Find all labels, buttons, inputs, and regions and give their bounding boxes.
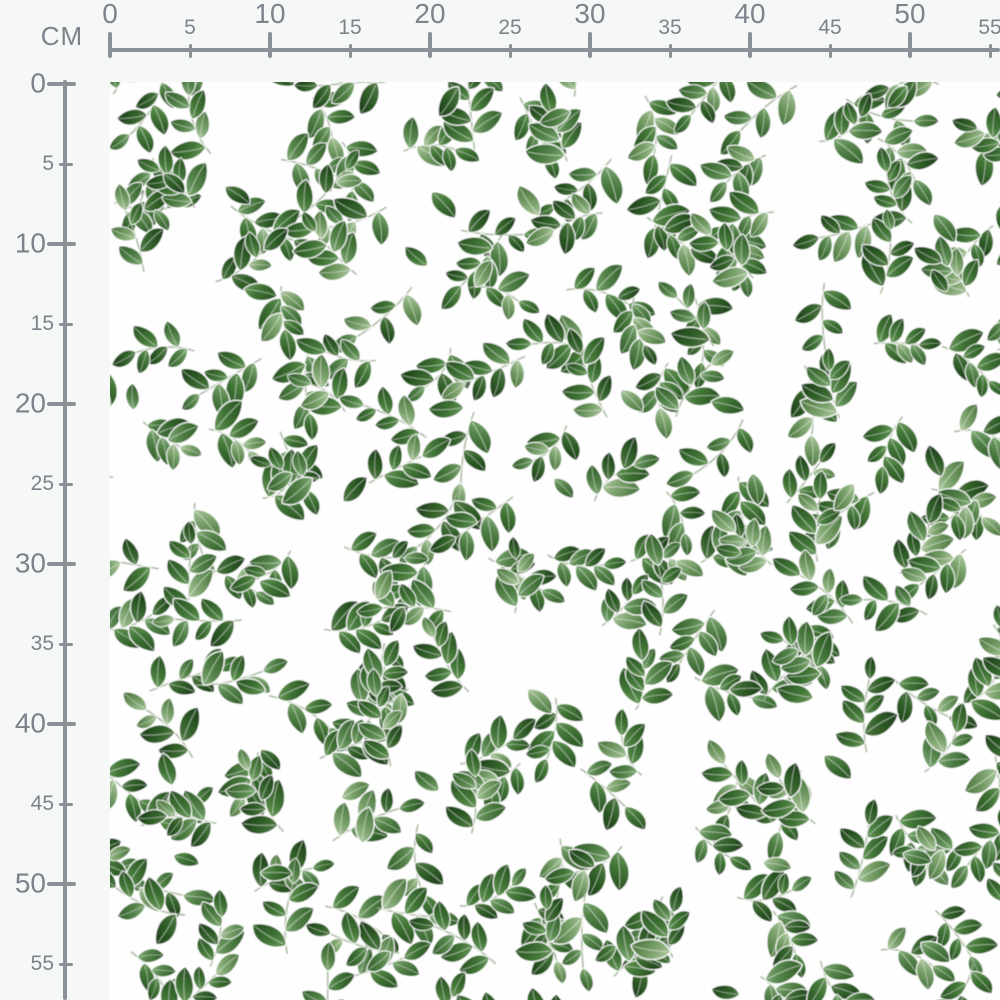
ruler-left-tick-label: 35 [30, 632, 54, 656]
ruler-top-tick [108, 32, 112, 58]
ruler-top-tick [988, 44, 992, 58]
ruler-left-tick [47, 882, 76, 886]
ruler-top-tick [188, 44, 192, 58]
ruler-left-tick-label: 50 [14, 867, 46, 899]
ruler-top-line [108, 48, 1000, 52]
ruler-top-tick [508, 44, 512, 58]
ruler-left-tick-label: 40 [14, 707, 46, 739]
ruler-left-tick [59, 482, 73, 486]
ruler-top-tick-label: 20 [414, 0, 446, 29]
ruler-left-tick [47, 722, 76, 726]
leaf-pattern-image [110, 82, 1000, 1000]
ruler-left-tick-label: 5 [42, 152, 54, 176]
ruler-top-tick [268, 32, 272, 58]
ruler-top-tick [828, 44, 832, 58]
ruler-left-tick [47, 402, 76, 406]
ruler-left-tick [59, 322, 73, 326]
ruler-top-tick-label: 10 [254, 0, 286, 29]
ruler-top-tick-label: 15 [338, 16, 362, 39]
ruler-top-tick [428, 32, 432, 58]
ruler-left-tick-label: 10 [14, 227, 46, 259]
ruler-top-tick [748, 32, 752, 58]
ruler-left-tick-label: 25 [30, 472, 54, 496]
ruler-unit-label: CM [40, 21, 84, 51]
ruler-left-tick-label: 15 [30, 312, 54, 336]
ruler-left-tick-label: 45 [30, 792, 54, 816]
ruler-top-tick [588, 32, 592, 58]
ruler-left-tick [47, 562, 76, 566]
ruler-top-tick-label: 50 [894, 0, 926, 29]
ruler-top-tick-label: 5 [184, 16, 196, 39]
ruler-left-tick-label: 30 [14, 547, 46, 579]
ruler-left-tick [59, 642, 73, 646]
ruler-left-tick [59, 162, 73, 166]
ruler-top-tick-label: 25 [498, 16, 522, 39]
ruler-left-tick-label: 55 [30, 952, 54, 976]
ruler-left-tick-label: 20 [14, 387, 46, 419]
ruler-left-line [63, 80, 67, 1000]
ruler-top-tick-label: 55 [978, 16, 1000, 39]
fabric-swatch [110, 82, 1000, 1000]
ruler-top-tick [668, 44, 672, 58]
ruler-top-tick-label: 45 [818, 16, 842, 39]
ruler-left-tick [47, 82, 76, 86]
ruler-top-tick-label: 35 [658, 16, 682, 39]
ruler-top-tick-label: 30 [574, 0, 606, 29]
ruler-top-tick [908, 32, 912, 58]
ruler-top-tick-label: 40 [734, 0, 766, 29]
ruler-left-tick-label: 0 [30, 67, 46, 99]
ruler-top-tick-label: 0 [102, 0, 118, 29]
ruler-top-tick [348, 44, 352, 58]
ruler-left-tick [59, 962, 73, 966]
ruler-left-tick [47, 242, 76, 246]
ruler-left-tick [59, 802, 73, 806]
